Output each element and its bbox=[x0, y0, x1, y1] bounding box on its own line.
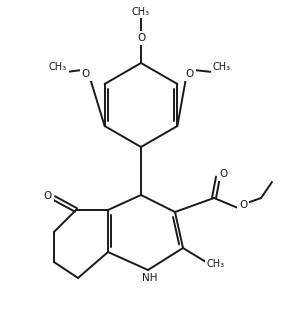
Text: CH₃: CH₃ bbox=[49, 62, 67, 72]
Text: CH₃: CH₃ bbox=[207, 259, 225, 269]
Text: CH₃: CH₃ bbox=[132, 7, 150, 17]
Text: CH₃: CH₃ bbox=[213, 62, 231, 72]
Text: O: O bbox=[44, 191, 52, 201]
Text: O: O bbox=[186, 69, 194, 79]
Text: O: O bbox=[82, 69, 90, 79]
Text: O: O bbox=[137, 33, 145, 43]
Text: O: O bbox=[239, 200, 247, 210]
Text: O: O bbox=[219, 169, 227, 179]
Text: NH: NH bbox=[142, 273, 158, 283]
